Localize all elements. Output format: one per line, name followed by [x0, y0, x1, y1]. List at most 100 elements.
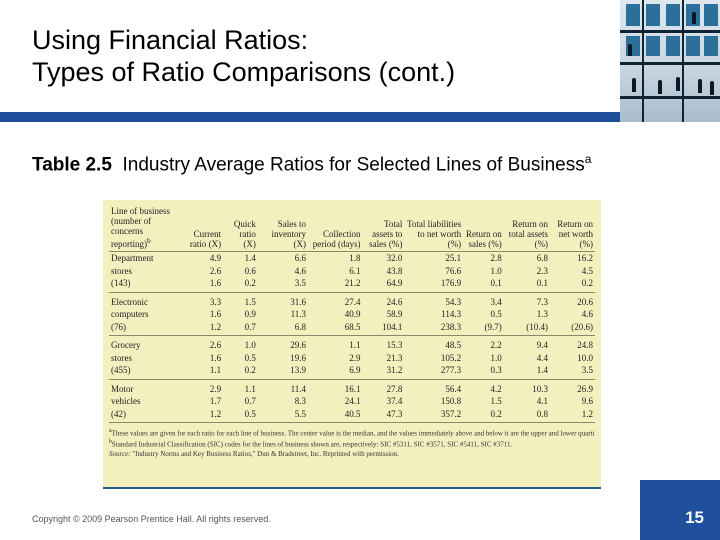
table-cell: 277.3 — [404, 364, 464, 380]
table-source: Source: "Industry Norms and Key Business… — [109, 449, 399, 458]
table-row: Motor 2.9 1.1 11.4 16.1 27.8 56.4 4.2 10.3 26.9 — [109, 379, 595, 395]
table-row: Electronic 3.3 1.5 31.6 27.4 24.6 54.3 3.4 7.3 20… — [109, 292, 595, 308]
table-cell: 3.5 — [549, 364, 595, 380]
column-header: Sales to inventory (X) — [257, 206, 309, 252]
table-cell: 10.3 — [532, 383, 548, 394]
table-cell: 0.7 — [223, 320, 258, 336]
table-cell: 0.5 — [223, 407, 258, 423]
table-cell: 31.2 — [362, 364, 405, 380]
industry-ratios-table: Line of business (number of concerns rep… — [109, 206, 595, 423]
table-cell: (10.4) — [503, 320, 550, 336]
table-note-b: bStandard Industrial Classification (SIC… — [109, 439, 513, 449]
table-row-label: (76) — [109, 320, 183, 336]
table-cell: 27.4 — [344, 296, 361, 307]
page-number: 15 — [685, 508, 704, 527]
slide-title: Using Financial Ratios: Types of Ratio C… — [32, 24, 592, 88]
table-cell: 4.4 — [536, 352, 548, 363]
table-cell: 16.2 — [577, 253, 593, 263]
table-cell: 1.2 — [183, 320, 224, 336]
office-building-people-photo — [620, 0, 720, 122]
table-cell: 11.3 — [290, 309, 307, 319]
column-header: Collection period (days) — [308, 206, 363, 252]
page-number-box: 15 — [640, 480, 720, 540]
table-row: stores 2.6 0.6 4.6 6.1 43.8 76.6 1.0 2.3 4.5 — [109, 265, 595, 278]
table-row: vehicles 1.7 0.7 8.3 24.1 37.4 150.8 1.5 4.1 9.6 — [109, 395, 595, 408]
column-header: Line of business (number of concerns rep… — [109, 206, 183, 252]
table-row-label: (42) — [109, 407, 183, 423]
table-cell: 15.3 — [386, 340, 403, 350]
table-cell: 2.8 — [490, 253, 502, 263]
table-cell: 37.4 — [386, 396, 403, 406]
table-cell: 7.3 — [536, 296, 548, 307]
column-header: Return on net worth (%) — [549, 206, 595, 252]
table-cell: 4.2 — [490, 383, 502, 394]
table-caption: Table 2.5 Industry Average Ratios for Se… — [32, 146, 652, 178]
table-cell: 1.2 — [183, 407, 224, 423]
table-cell: 4.9 — [209, 253, 222, 263]
slide-title-line-1: Using Financial Ratios: — [32, 25, 309, 55]
table-cell: 25.1 — [445, 253, 462, 263]
table-row-label: stores — [111, 352, 132, 363]
table-notes: aThese values are given for each ratio f… — [109, 427, 595, 459]
table-cell: 0.2 — [223, 277, 258, 293]
table-row: (42) 1.2 0.5 5.5 40.5 47.3 357.2 0.2 0.8 1.2 — [109, 407, 595, 423]
table-cell: 6.8 — [257, 320, 309, 336]
table-cell: 2.6 — [209, 340, 222, 350]
table-cell: 8.3 — [294, 396, 307, 406]
table-cell: 40.5 — [308, 407, 363, 423]
table-row-label: stores — [111, 265, 132, 276]
industry-ratios-table-image: Line of business (number of concerns rep… — [103, 200, 601, 489]
table-cell: 1.6 — [209, 352, 222, 363]
table-cell: 0.8 — [503, 407, 550, 423]
table-cell: 2.3 — [536, 265, 548, 276]
table-cell: 27.8 — [386, 383, 403, 394]
table-cell: 0.2 — [223, 364, 258, 380]
table-cell: 24.8 — [577, 340, 593, 350]
table-row: stores 1.6 0.5 19.6 2.9 21.3 105.2 1.0 4.4 10.0 — [109, 352, 595, 365]
table-row-label: (455) — [109, 364, 183, 380]
table-cell: 31.6 — [290, 296, 307, 307]
table-cell: 6.6 — [294, 253, 307, 263]
table-cell: 3.5 — [257, 277, 309, 293]
table-cell: 68.5 — [308, 320, 363, 336]
table-row-label: Department — [111, 253, 154, 263]
table-cell: 10.0 — [577, 352, 593, 363]
table-cell: 6.9 — [308, 364, 363, 380]
table-row: computers 1.6 0.9 11.3 40.9 58.9 114.3 0.5 1.3 4.… — [109, 308, 595, 321]
table-cell: 1.5 — [490, 396, 502, 406]
table-cell: 21.2 — [308, 277, 363, 293]
table-cell: 1.6 — [209, 309, 222, 319]
table-cell: 1.0 — [244, 340, 256, 350]
table-cell: 1.4 — [244, 253, 256, 263]
table-cell: 176.9 — [404, 277, 464, 293]
table-cell: 56.4 — [445, 383, 462, 394]
table-cell: 48.5 — [445, 340, 462, 350]
table-cell: 0.1 — [503, 277, 550, 293]
table-cell: 4.6 — [581, 309, 593, 319]
table-cell: 5.5 — [257, 407, 309, 423]
table-cell: 29.6 — [290, 340, 307, 350]
table-cell: 1.5 — [244, 296, 256, 307]
table-cell: 9.4 — [536, 340, 548, 350]
column-header: Total liabilities to net worth (%) — [404, 206, 464, 252]
table-cell: 9.6 — [581, 396, 593, 406]
table-cell: 2.6 — [209, 265, 222, 276]
table-row-label: computers — [111, 309, 149, 319]
column-header: Quick ratio (X) — [223, 206, 258, 252]
table-cell: 1.3 — [536, 309, 548, 319]
table-cell: 4.6 — [294, 265, 307, 276]
column-header: Current ratio (X) — [183, 206, 224, 252]
table-cell: 0.6 — [244, 265, 256, 276]
table-cell: 13.9 — [257, 364, 309, 380]
table-caption-number: Table 2.5 — [32, 154, 112, 176]
table-cell: 1.1 — [349, 340, 361, 350]
table-row-label: vehicles — [111, 396, 141, 406]
table-cell: 357.2 — [404, 407, 464, 423]
table-cell: 16.1 — [344, 383, 361, 394]
table-cell: 1.8 — [349, 253, 361, 263]
table-cell: 32.0 — [386, 253, 403, 263]
table-cell: 2.9 — [349, 352, 361, 363]
table-cell: 19.6 — [290, 352, 307, 363]
table-caption-footnote-marker: a — [584, 152, 592, 166]
table-cell: 104.1 — [362, 320, 405, 336]
